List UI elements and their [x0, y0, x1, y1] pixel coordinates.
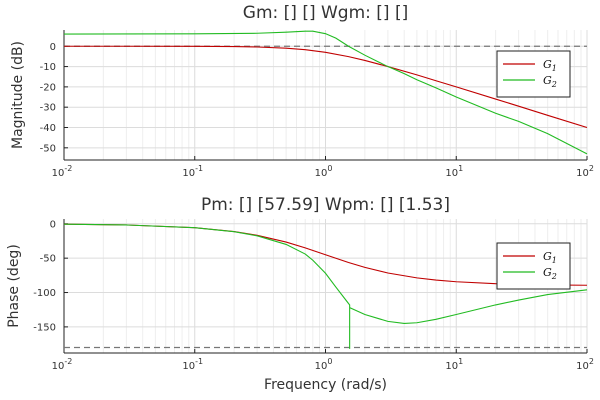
series-line-g1	[64, 45, 588, 129]
magnitude-panel: 0 -10 -20 -30 -40 -50 10-2 10-1 100 101 102 Gm: [] …	[10, 3, 594, 179]
x-tick-label: 102	[576, 357, 594, 372]
chart-title: Pm: [] [57.59] Wpm: [] [1.53]	[201, 195, 450, 215]
x-tick-label: 10-1	[182, 164, 203, 179]
phase-panel: 0 -50 -100 -150 10-2 10-1 100 101 102 Pm: [] [57.…	[6, 195, 594, 393]
legend-box	[496, 50, 571, 98]
x-tick-label: 10-1	[182, 357, 203, 372]
legend-label-g1: G1	[543, 58, 557, 73]
x-tick-label: 10-2	[52, 164, 73, 179]
x-tick-label: 101	[445, 164, 463, 179]
x-axis-label: Frequency (rad/s)	[264, 377, 387, 393]
series-line-g2	[63, 30, 588, 155]
y-tick-label: -100	[33, 288, 56, 299]
y-axis-label: Phase (deg)	[6, 244, 22, 328]
y-tick-label: -20	[40, 82, 56, 93]
y-tick-label: -150	[33, 322, 56, 333]
x-tick-label: 10-2	[52, 357, 73, 372]
y-tick-label: -50	[40, 254, 56, 265]
y-tick-label: -50	[40, 143, 56, 154]
legend-label-g1: G1	[543, 250, 557, 265]
x-tick-label: 102	[576, 164, 594, 179]
y-tick-label: 0	[50, 219, 56, 230]
x-tick-label: 100	[315, 357, 333, 372]
y-tick-label: -40	[40, 123, 56, 134]
series-line-g2	[63, 223, 588, 349]
grid	[63, 219, 588, 353]
x-tick-label: 100	[315, 164, 333, 179]
y-tick-label: -30	[40, 103, 56, 114]
y-tick-label: -10	[40, 62, 56, 73]
y-axis-label: Magnitude (dB)	[10, 41, 26, 149]
y-tick-label: 0	[50, 42, 56, 53]
chart-title: Gm: [] [] Wgm: [] []	[243, 3, 408, 23]
legend-label-g2: G2	[543, 266, 557, 281]
legend-label-g2: G2	[543, 74, 557, 89]
x-tick-label: 101	[445, 357, 463, 372]
legend-box	[496, 242, 571, 290]
